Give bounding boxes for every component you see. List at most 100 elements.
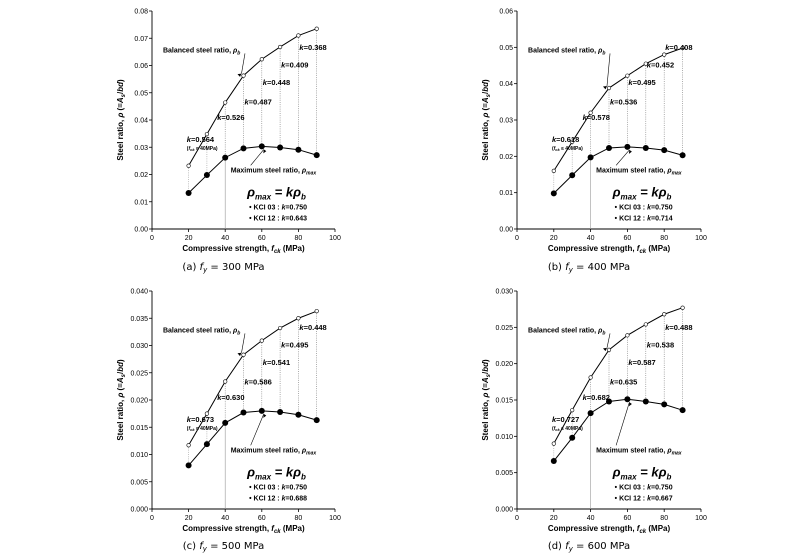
y-tick-label: 0.06 — [134, 63, 148, 70]
y-tick-label: 0.03 — [499, 118, 513, 125]
k-value-label: k=0.673 — [187, 415, 214, 424]
k-value-label: k=0.727 — [552, 415, 579, 424]
x-tick-label: 100 — [695, 235, 707, 242]
k-value-label: k=0.452 — [647, 61, 674, 70]
x-tick-label: 60 — [258, 235, 266, 242]
arrowhead-balanced — [603, 347, 607, 352]
y-tick-label: 0.020 — [495, 361, 513, 368]
x-axis-label: Compressive strength, fck (MPa) — [182, 524, 305, 535]
k-value-label: k=0.526 — [217, 113, 244, 122]
y-tick-label: 0.035 — [130, 316, 148, 323]
y-tick-label: 0.025 — [130, 370, 148, 377]
point-maximum — [240, 145, 247, 152]
arrow-maximum — [615, 149, 630, 166]
series-line-maximum — [553, 398, 683, 462]
k-value-label: k=0.487 — [245, 98, 272, 107]
arrow-balanced — [241, 333, 246, 353]
point-maximum — [642, 398, 649, 405]
chart-panel-4: 0.000 0.005 0.010 0.015 0.020 0.025 0.030 0 20 40… — [481, 289, 707, 554]
panel-caption: (a) fy = 300 MPa — [182, 262, 264, 274]
point-maximum — [642, 144, 649, 151]
chart-panel-1: 0.00 0.01 0.02 0.03 0.04 0.05 0.06 0.07 0.08 0 20 4… — [116, 9, 341, 275]
point-maximum — [569, 434, 576, 441]
point-maximum — [203, 172, 210, 179]
k-value-label: k=0.448 — [263, 78, 290, 87]
point-maximum — [222, 419, 229, 426]
panel-caption: (c) fy = 500 MPa — [183, 541, 265, 553]
y-tick-label: 0.00 — [134, 227, 148, 234]
k-value-label: k=0.368 — [299, 43, 326, 52]
point-maximum — [313, 417, 320, 424]
point-balanced — [278, 44, 283, 50]
x-tick-label: 80 — [660, 515, 668, 522]
y-tick-label: 0.05 — [499, 45, 513, 52]
y-tick-label: 0.030 — [130, 343, 148, 350]
point-maximum — [222, 154, 229, 161]
point-balanced — [241, 352, 246, 357]
point-balanced — [588, 375, 593, 380]
k-value-label: k=0.541 — [263, 358, 290, 367]
arrowhead-maximum — [263, 149, 267, 154]
point-balanced — [606, 347, 612, 352]
chart-panel-2: 0.00 0.01 0.02 0.03 0.04 0.05 0.06 0 20 40 60 80 100… — [481, 9, 707, 275]
k-condition-note: (fck ≤ 40MPa) — [552, 146, 583, 152]
point-balanced — [570, 139, 575, 144]
y-axis-label: Steel ratio, ρ (=As/bd) — [116, 359, 127, 441]
arrow-balanced — [241, 53, 246, 74]
k-value-label: k=0.409 — [281, 61, 308, 70]
point-balanced — [643, 61, 648, 66]
x-tick-label: 100 — [695, 515, 707, 522]
y-tick-label: 0.005 — [130, 479, 148, 486]
k-value-label: k=0.538 — [647, 341, 674, 350]
k-value-label: k=0.578 — [583, 113, 610, 122]
arrow-balanced — [606, 53, 611, 87]
point-balanced — [643, 322, 648, 327]
formula-rho-max: ρmax = kρb — [246, 184, 306, 201]
point-balanced — [625, 333, 630, 338]
y-tick-label: 0.06 — [499, 9, 513, 16]
x-tick-label: 0 — [150, 515, 154, 522]
k-condition-note: (fck ≤ 40MPa) — [187, 146, 218, 152]
code-k-bullet: • KCI 03 : k=0.750 — [249, 484, 307, 491]
point-balanced — [296, 33, 301, 38]
point-balanced — [680, 305, 685, 310]
point-maximum — [295, 146, 302, 153]
point-maximum — [606, 144, 612, 151]
point-maximum — [587, 154, 594, 161]
arrowhead-maximum — [628, 149, 632, 154]
k-value-label: k=0.495 — [281, 341, 308, 350]
k-value-label: k=0.587 — [628, 358, 655, 367]
code-k-bullet: • KCI 03 : k=0.750 — [249, 204, 307, 211]
y-tick-label: 0.005 — [495, 470, 513, 477]
point-balanced — [204, 132, 209, 137]
point-balanced — [551, 441, 556, 446]
arrow-maximum — [250, 413, 265, 446]
y-tick-label: 0.000 — [130, 507, 148, 514]
point-balanced — [570, 408, 575, 413]
x-tick-label: 80 — [295, 515, 303, 522]
x-axis-label: Compressive strength, fck (MPa) — [548, 244, 671, 255]
point-maximum — [679, 407, 686, 414]
point-maximum — [606, 398, 612, 405]
arrowhead-maximum — [628, 402, 632, 407]
y-tick-label: 0.05 — [134, 90, 148, 97]
point-balanced — [662, 312, 667, 317]
y-tick-label: 0.010 — [130, 452, 148, 459]
point-balanced — [625, 73, 630, 78]
arrow-maximum — [250, 149, 265, 166]
chart-panel-3: 0.000 0.005 0.010 0.015 0.020 0.025 0.030 0.035… — [116, 289, 341, 554]
arrowhead-maximum — [263, 413, 267, 418]
x-tick-label: 60 — [258, 515, 266, 522]
point-balanced — [296, 316, 301, 321]
point-balanced — [186, 443, 191, 448]
point-maximum — [295, 411, 302, 418]
point-maximum — [313, 152, 320, 159]
k-value-label: k=0.564 — [187, 135, 215, 144]
arrowhead-balanced — [603, 86, 607, 90]
k-value-label: k=0.586 — [245, 378, 272, 387]
y-axis-label: Steel ratio, ρ (=As/bd) — [116, 79, 127, 161]
y-tick-label: 0.02 — [134, 172, 148, 179]
point-balanced — [551, 168, 556, 173]
point-maximum — [185, 190, 192, 197]
